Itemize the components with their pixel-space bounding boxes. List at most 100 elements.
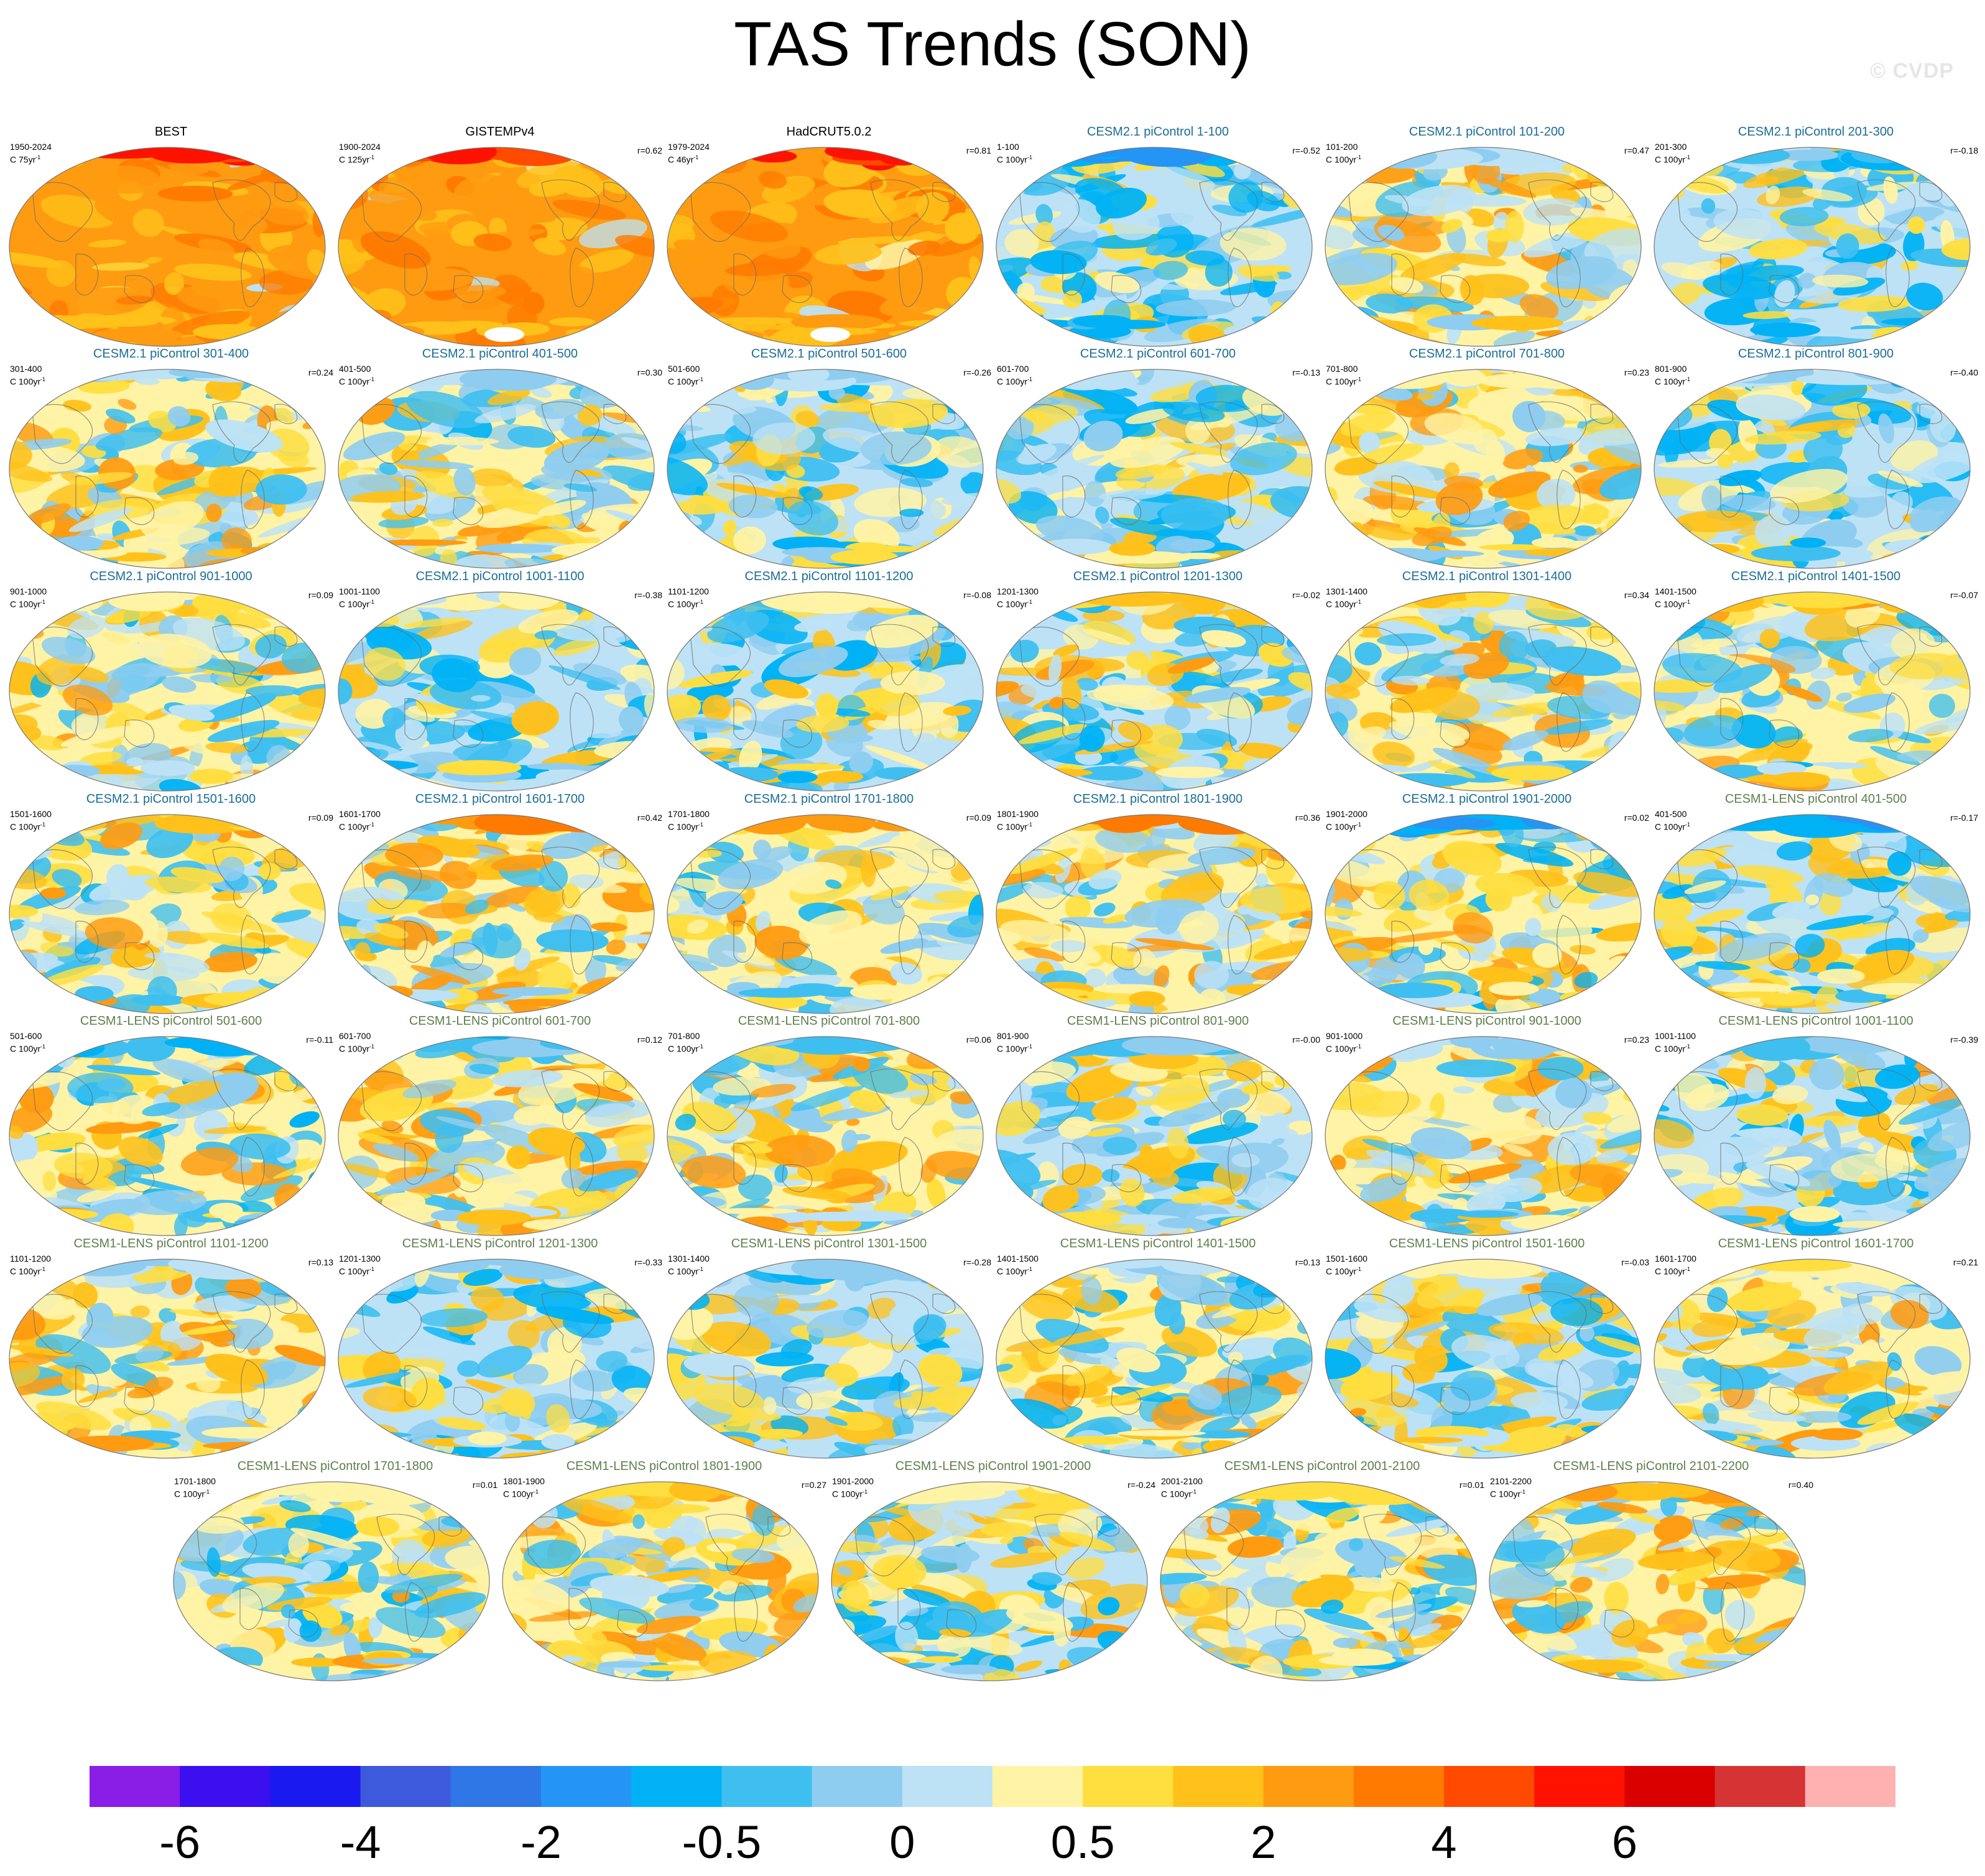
map-panel: CESM2.1 piControl 1101-1200 1101-1200 C 10… [665,569,992,792]
panel-unit: C 100yr-1 [1655,154,1691,165]
panel-period: 1101-1200 [668,586,709,596]
trend-map [1654,591,1971,792]
panel-unit-text: C 100yr [1655,1043,1686,1054]
trend-map [1654,369,1971,569]
panel-correlation: r=-0.17 [1950,813,1978,823]
panel-period: 301-400 [10,364,42,374]
panel-period: 801-900 [997,1031,1029,1041]
panel-unit: C 100yr-1 [339,821,375,832]
panel-correlation: r=0.09 [308,590,333,600]
panel-period: 1401-1500 [1655,586,1696,596]
panel-unit-text: C 100yr [668,1043,699,1054]
panel-unit: C 100yr-1 [668,376,704,387]
trend-map [1654,147,1971,347]
panel-correlation: r=0.09 [308,813,333,823]
panel-unit: C 100yr-1 [1326,1043,1362,1054]
trend-map [996,1036,1313,1236]
panel-period: 501-600 [668,364,700,374]
panel-title: CESM1-LENS piControl 601-700 [409,1014,591,1028]
trend-map [9,1036,326,1236]
panel-title: CESM2.1 piControl 201-300 [1737,125,1894,139]
map-panel: CESM2.1 piControl 401-500 401-500 C 100yr-… [336,346,664,569]
panel-correlation: r=0.23 [1624,1035,1649,1045]
panel-period: 501-600 [10,1031,42,1041]
panel-unit-text: C 100yr [10,376,41,387]
panel-correlation: r=-0.02 [1292,590,1320,600]
panel-correlation: r=0.40 [1788,1480,1813,1490]
panel-correlation: r=0.34 [1624,590,1649,600]
map-panel: CESM1-LENS piControl 1101-1200 1101-1200 C… [7,1236,335,1459]
panel-period: 1301-1400 [1326,586,1367,596]
panel-unit-text: C 100yr [339,599,370,609]
panel-correlation: r=-0.08 [963,590,991,600]
panel-unit: C 100yr-1 [1161,1489,1197,1499]
trend-map [667,147,984,347]
colorbar-segment [1173,1766,1264,1807]
panel-title: CESM2.1 piControl 701-800 [1409,347,1565,361]
map-panel: CESM1-LENS piControl 601-700 601-700 C 100… [336,1014,664,1236]
trend-map [996,591,1313,792]
panel-title: CESM2.1 piControl 501-600 [751,347,907,361]
trend-map [338,369,655,569]
panel-unit-text: C 100yr [997,1266,1028,1277]
panel-title: CESM1-LENS piControl 701-800 [738,1014,920,1028]
panel-title: CESM2.1 piControl 1901-2000 [1402,792,1572,806]
map-panel: CESM1-LENS piControl 801-900 801-900 C 100… [994,1014,1321,1236]
panel-title: CESM2.1 piControl 1701-1800 [744,792,914,806]
panel-unit-text: C 100yr [832,1489,863,1499]
map-panel: CESM2.1 piControl 701-800 701-800 C 100yr-… [1323,346,1650,569]
panel-title: CESM2.1 piControl 401-500 [422,347,578,361]
panel-title: GISTEMPv4 [465,125,535,139]
panel-correlation: r=0.30 [637,367,662,377]
trend-map [1325,1259,1642,1459]
colorbar-segment [1353,1766,1445,1807]
panel-correlation: r=-0.39 [1950,1035,1978,1045]
trend-map [338,1259,655,1459]
trend-map [996,814,1313,1014]
panel-title: CESM2.1 piControl 1301-1400 [1402,570,1572,583]
trend-map [1654,1259,1971,1459]
panel-title: CESM2.1 piControl 301-400 [93,347,249,361]
map-panel: CESM1-LENS piControl 901-1000 901-1000 C 1… [1323,1014,1650,1236]
panel-unit: C 100yr-1 [10,1043,46,1054]
panel-correlation: r=-0.40 [1950,367,1978,377]
panel-unit-text: C 75yr [10,154,36,165]
map-panel: CESM2.1 piControl 1901-2000 1901-2000 C 10… [1323,792,1650,1014]
colorbar-tick-label: -6 [159,1816,200,1868]
map-panel: CESM2.1 piControl 1801-1900 1801-1900 C 10… [994,792,1321,1014]
panel-correlation: r=0.62 [637,146,662,155]
colorbar-segment [1805,1766,1895,1807]
chart-title: TAS Trends (SON) [734,9,1251,79]
panel-unit: C 100yr-1 [1490,1489,1526,1499]
panel-unit: C 100yr-1 [997,1266,1033,1277]
colorbar-segment [450,1766,542,1807]
map-panel: CESM2.1 piControl 101-200 101-200 C 100yr-… [1323,124,1650,347]
panel-correlation: r=-0.24 [1127,1480,1155,1490]
panel-period: 2101-2200 [1490,1476,1532,1486]
panel-unit-text: C 100yr [997,154,1028,165]
panel-correlation: r=0.02 [1624,813,1649,823]
panel-period: 1001-1100 [339,586,380,596]
trend-map [173,1481,490,1681]
map-panel: CESM2.1 piControl 1301-1400 1301-1400 C 10… [1323,569,1650,792]
colorbar-segment [90,1766,180,1807]
panel-title: BEST [154,125,188,139]
panel-unit-text: C 100yr [1326,599,1357,609]
colorbar-tick-label: 0 [889,1816,915,1868]
panel-unit: C 100yr-1 [503,1489,539,1499]
colorbar-segment [631,1766,722,1807]
map-panel: CESM1-LENS piControl 701-800 701-800 C 100… [665,1014,992,1236]
panel-correlation: r=-0.11 [306,1035,333,1045]
panel-period: 1101-1200 [10,1254,51,1264]
colorbar-tick-label: 2 [1251,1816,1276,1868]
panel-correlation: r=-0.52 [1292,146,1320,155]
panel-title: CESM2.1 piControl 1601-1700 [415,792,585,806]
colorbar-tick-label: -2 [521,1816,562,1868]
panel-unit-text: C 100yr [1655,821,1686,832]
panel-correlation: r=0.27 [801,1480,826,1490]
panel-unit: C 100yr-1 [10,376,46,387]
panel-correlation: r=0.23 [1624,367,1649,377]
panel-unit: C 46yr-1 [668,154,699,165]
panel-unit: C 100yr-1 [1655,599,1691,609]
panel-period: 2001-2100 [1161,1476,1203,1486]
